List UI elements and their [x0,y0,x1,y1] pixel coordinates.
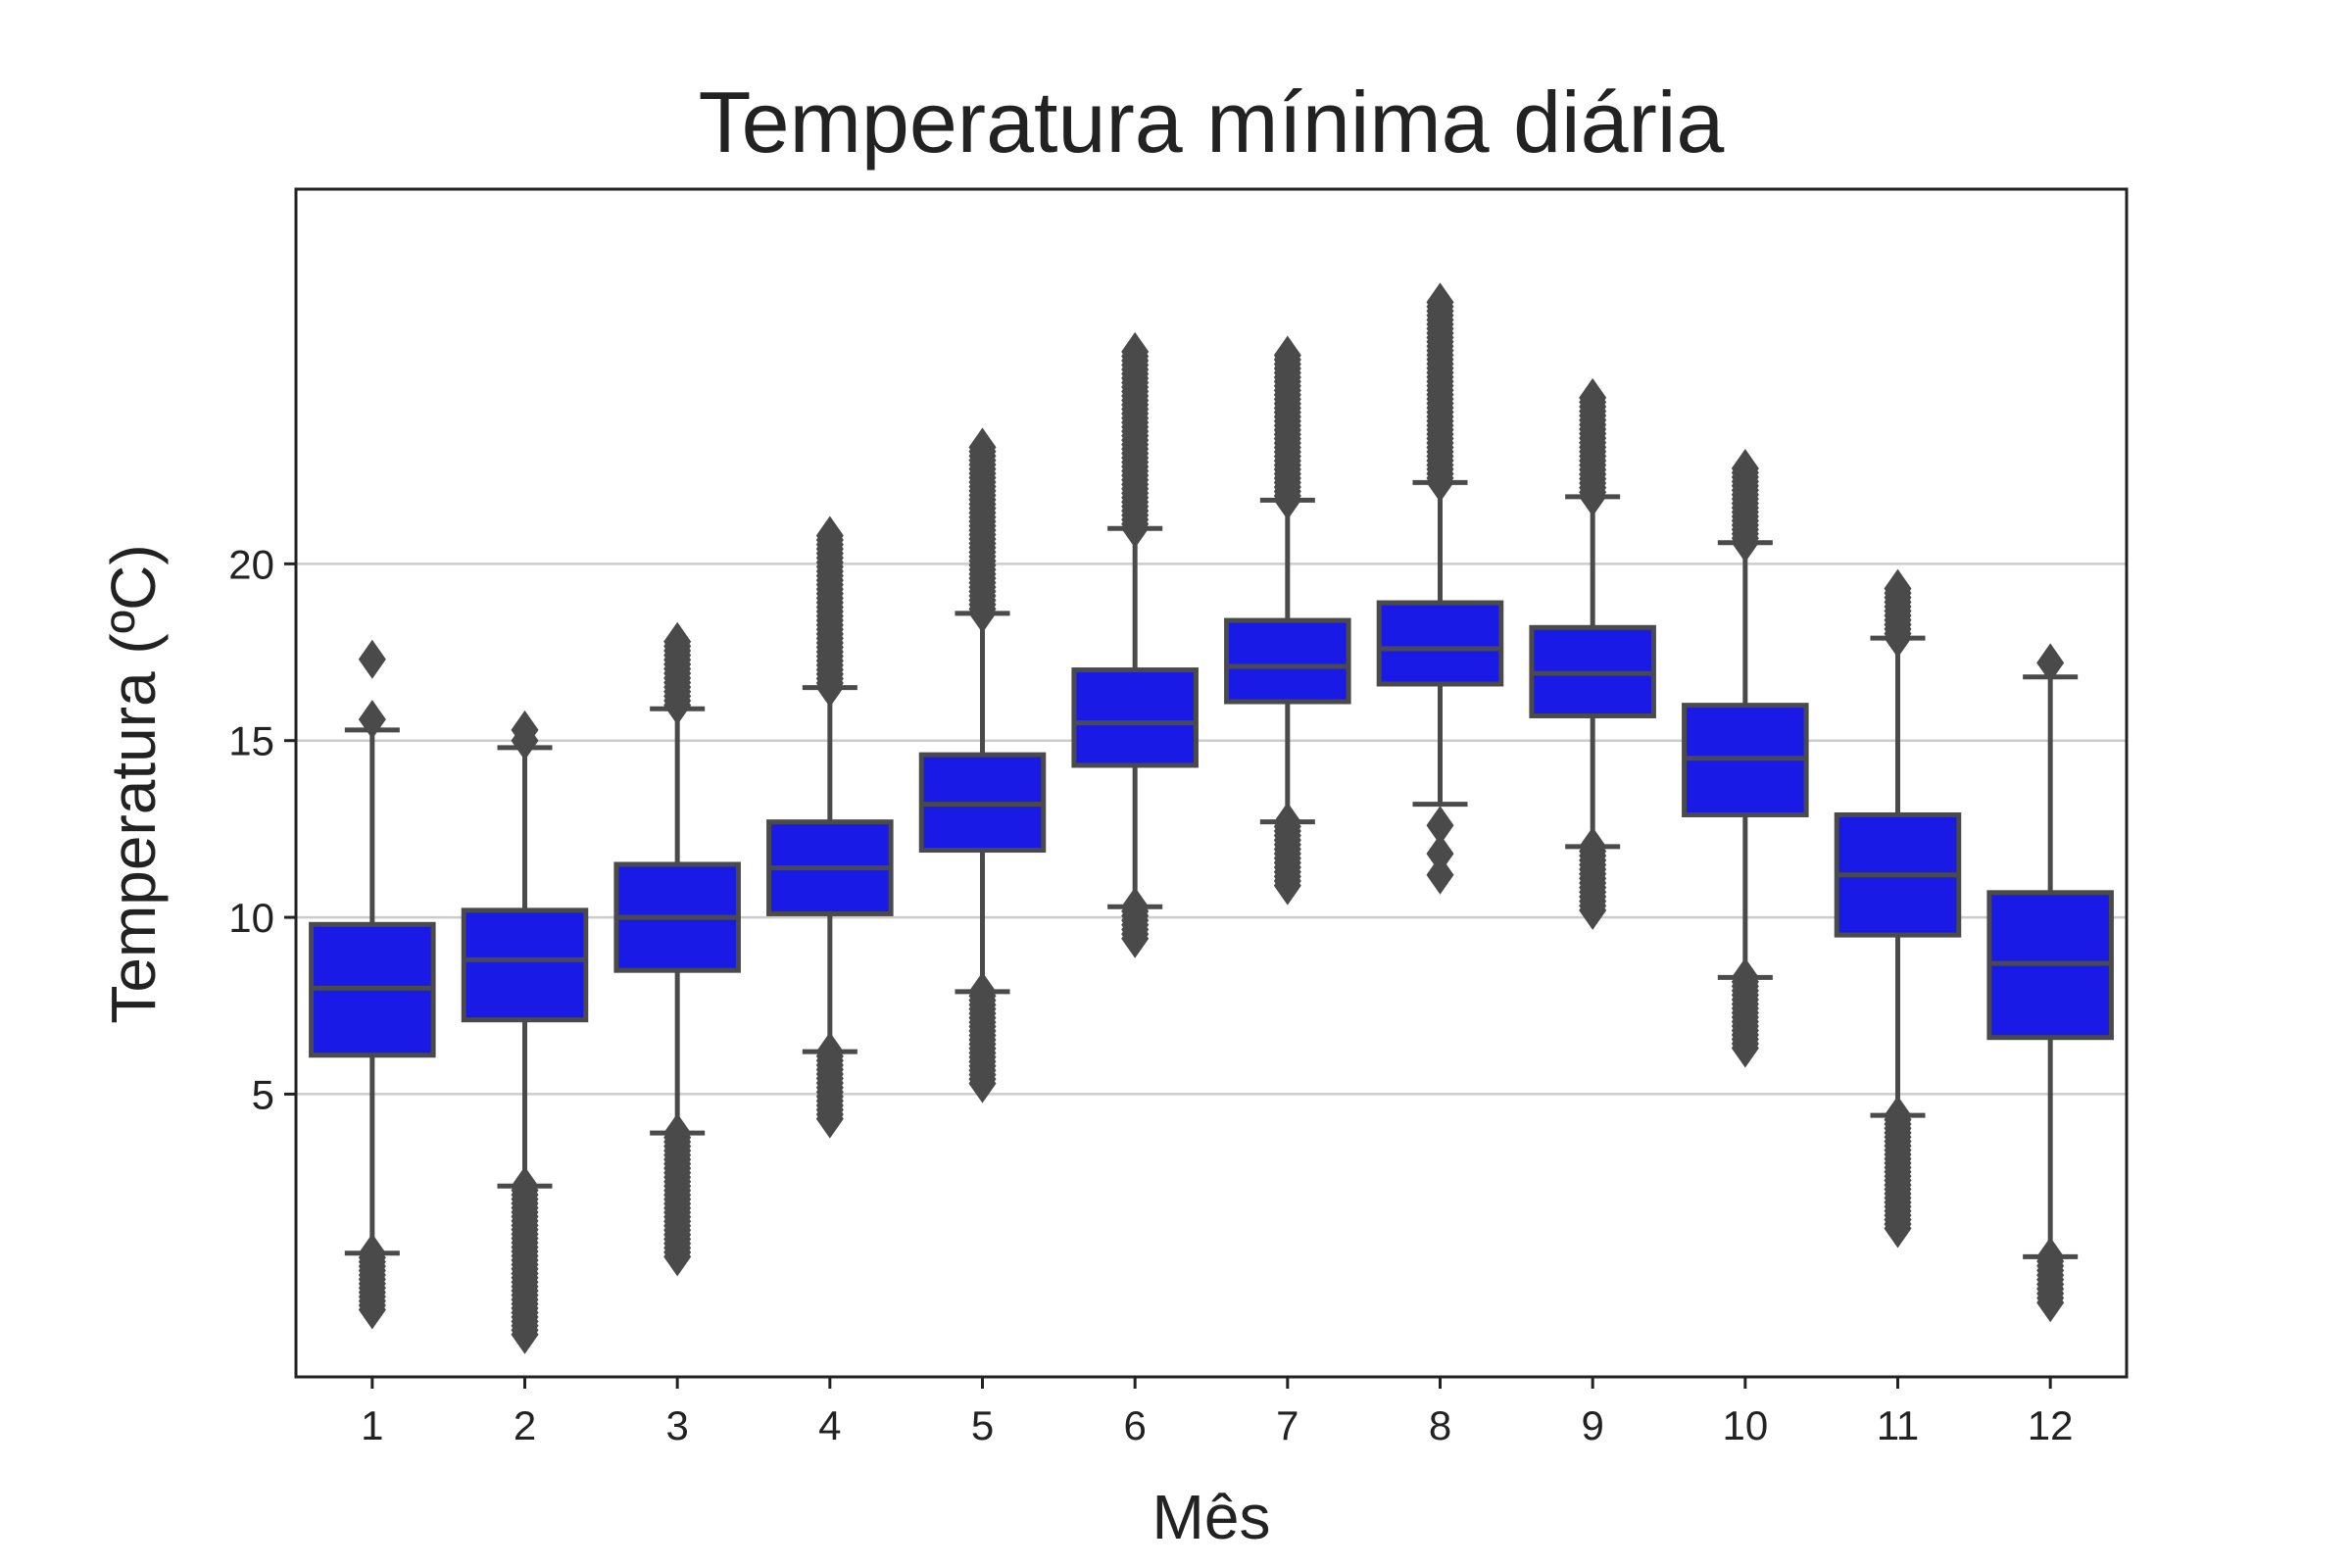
box-month-9 [1529,377,1656,930]
outlier-point [1426,806,1454,846]
grid-lines [296,563,2127,1096]
outlier-point [968,427,997,467]
outlier-point [2036,1237,2065,1277]
outlier-point [511,1166,539,1206]
iqr-box [1224,617,1351,705]
y-axis-ticks: 5 10 15 20 [228,541,296,1117]
outlier-point [1273,802,1301,842]
outlier-point [1884,1096,1912,1136]
x-tick-label: 7 [1276,1402,1298,1448]
iqr-box [461,907,589,1023]
outlier-point [968,971,997,1011]
box-month-12 [1986,643,2114,1323]
outlier-point [663,1113,692,1153]
iqr-box [1071,667,1199,768]
y-axis-label: Temperatura (ºC) [98,544,169,1023]
x-tick-label: 8 [1429,1402,1451,1448]
box-month-11 [1834,568,1962,1249]
box-month-5 [918,427,1047,1103]
outlier-point [358,1233,386,1273]
outlier-point [358,639,386,679]
outlier-point [1121,887,1150,927]
box-month-3 [613,621,741,1277]
outlier-point [815,515,844,556]
x-tick-label: 11 [1877,1402,1920,1448]
outlier-point [1426,282,1454,322]
x-tick-label: 10 [1722,1402,1768,1448]
y-tick-label: 10 [228,895,274,941]
outlier-point [1579,377,1607,417]
outlier-point [815,1032,844,1072]
outlier-point [1426,834,1454,874]
box-month-10 [1682,448,1809,1068]
x-axis-ticks: 1 2 3 4 5 6 7 8 9 10 11 12 [361,1377,2074,1448]
box-month-6 [1071,331,1199,958]
x-tick-label: 6 [1123,1402,1146,1448]
y-tick-label: 20 [228,541,274,587]
y-tick-label: 15 [228,718,274,764]
box-month-7 [1224,335,1351,906]
box-month-8 [1376,282,1504,895]
outlier-point [663,621,692,662]
x-tick-label: 2 [514,1402,536,1448]
outlier-point [358,700,386,740]
outlier-point [1579,826,1607,866]
chart-title: Temperatura mínima diária [699,74,1725,171]
box-plot-series [309,282,2114,1354]
x-tick-label: 3 [665,1402,688,1448]
x-tick-label: 1 [361,1402,383,1448]
outlier-point [1884,568,1912,609]
outlier-point [1121,331,1150,371]
outlier-point [1273,335,1301,375]
x-axis-label: Mês [1152,1482,1271,1552]
outlier-point [1731,448,1759,488]
x-tick-label: 9 [1581,1402,1603,1448]
outlier-point [1426,855,1454,895]
box-month-4 [766,515,894,1139]
box-month-1 [309,639,436,1330]
outlier-point [1731,957,1759,998]
outlier-point [2036,643,2065,683]
outlier-point [511,710,539,750]
box-month-2 [461,710,589,1354]
x-tick-label: 4 [818,1402,841,1448]
x-tick-label: 12 [2028,1402,2074,1448]
iqr-box [1376,600,1504,687]
y-tick-label: 5 [252,1071,274,1117]
plot-area-frame [294,187,2129,1379]
x-tick-label: 5 [971,1402,994,1448]
